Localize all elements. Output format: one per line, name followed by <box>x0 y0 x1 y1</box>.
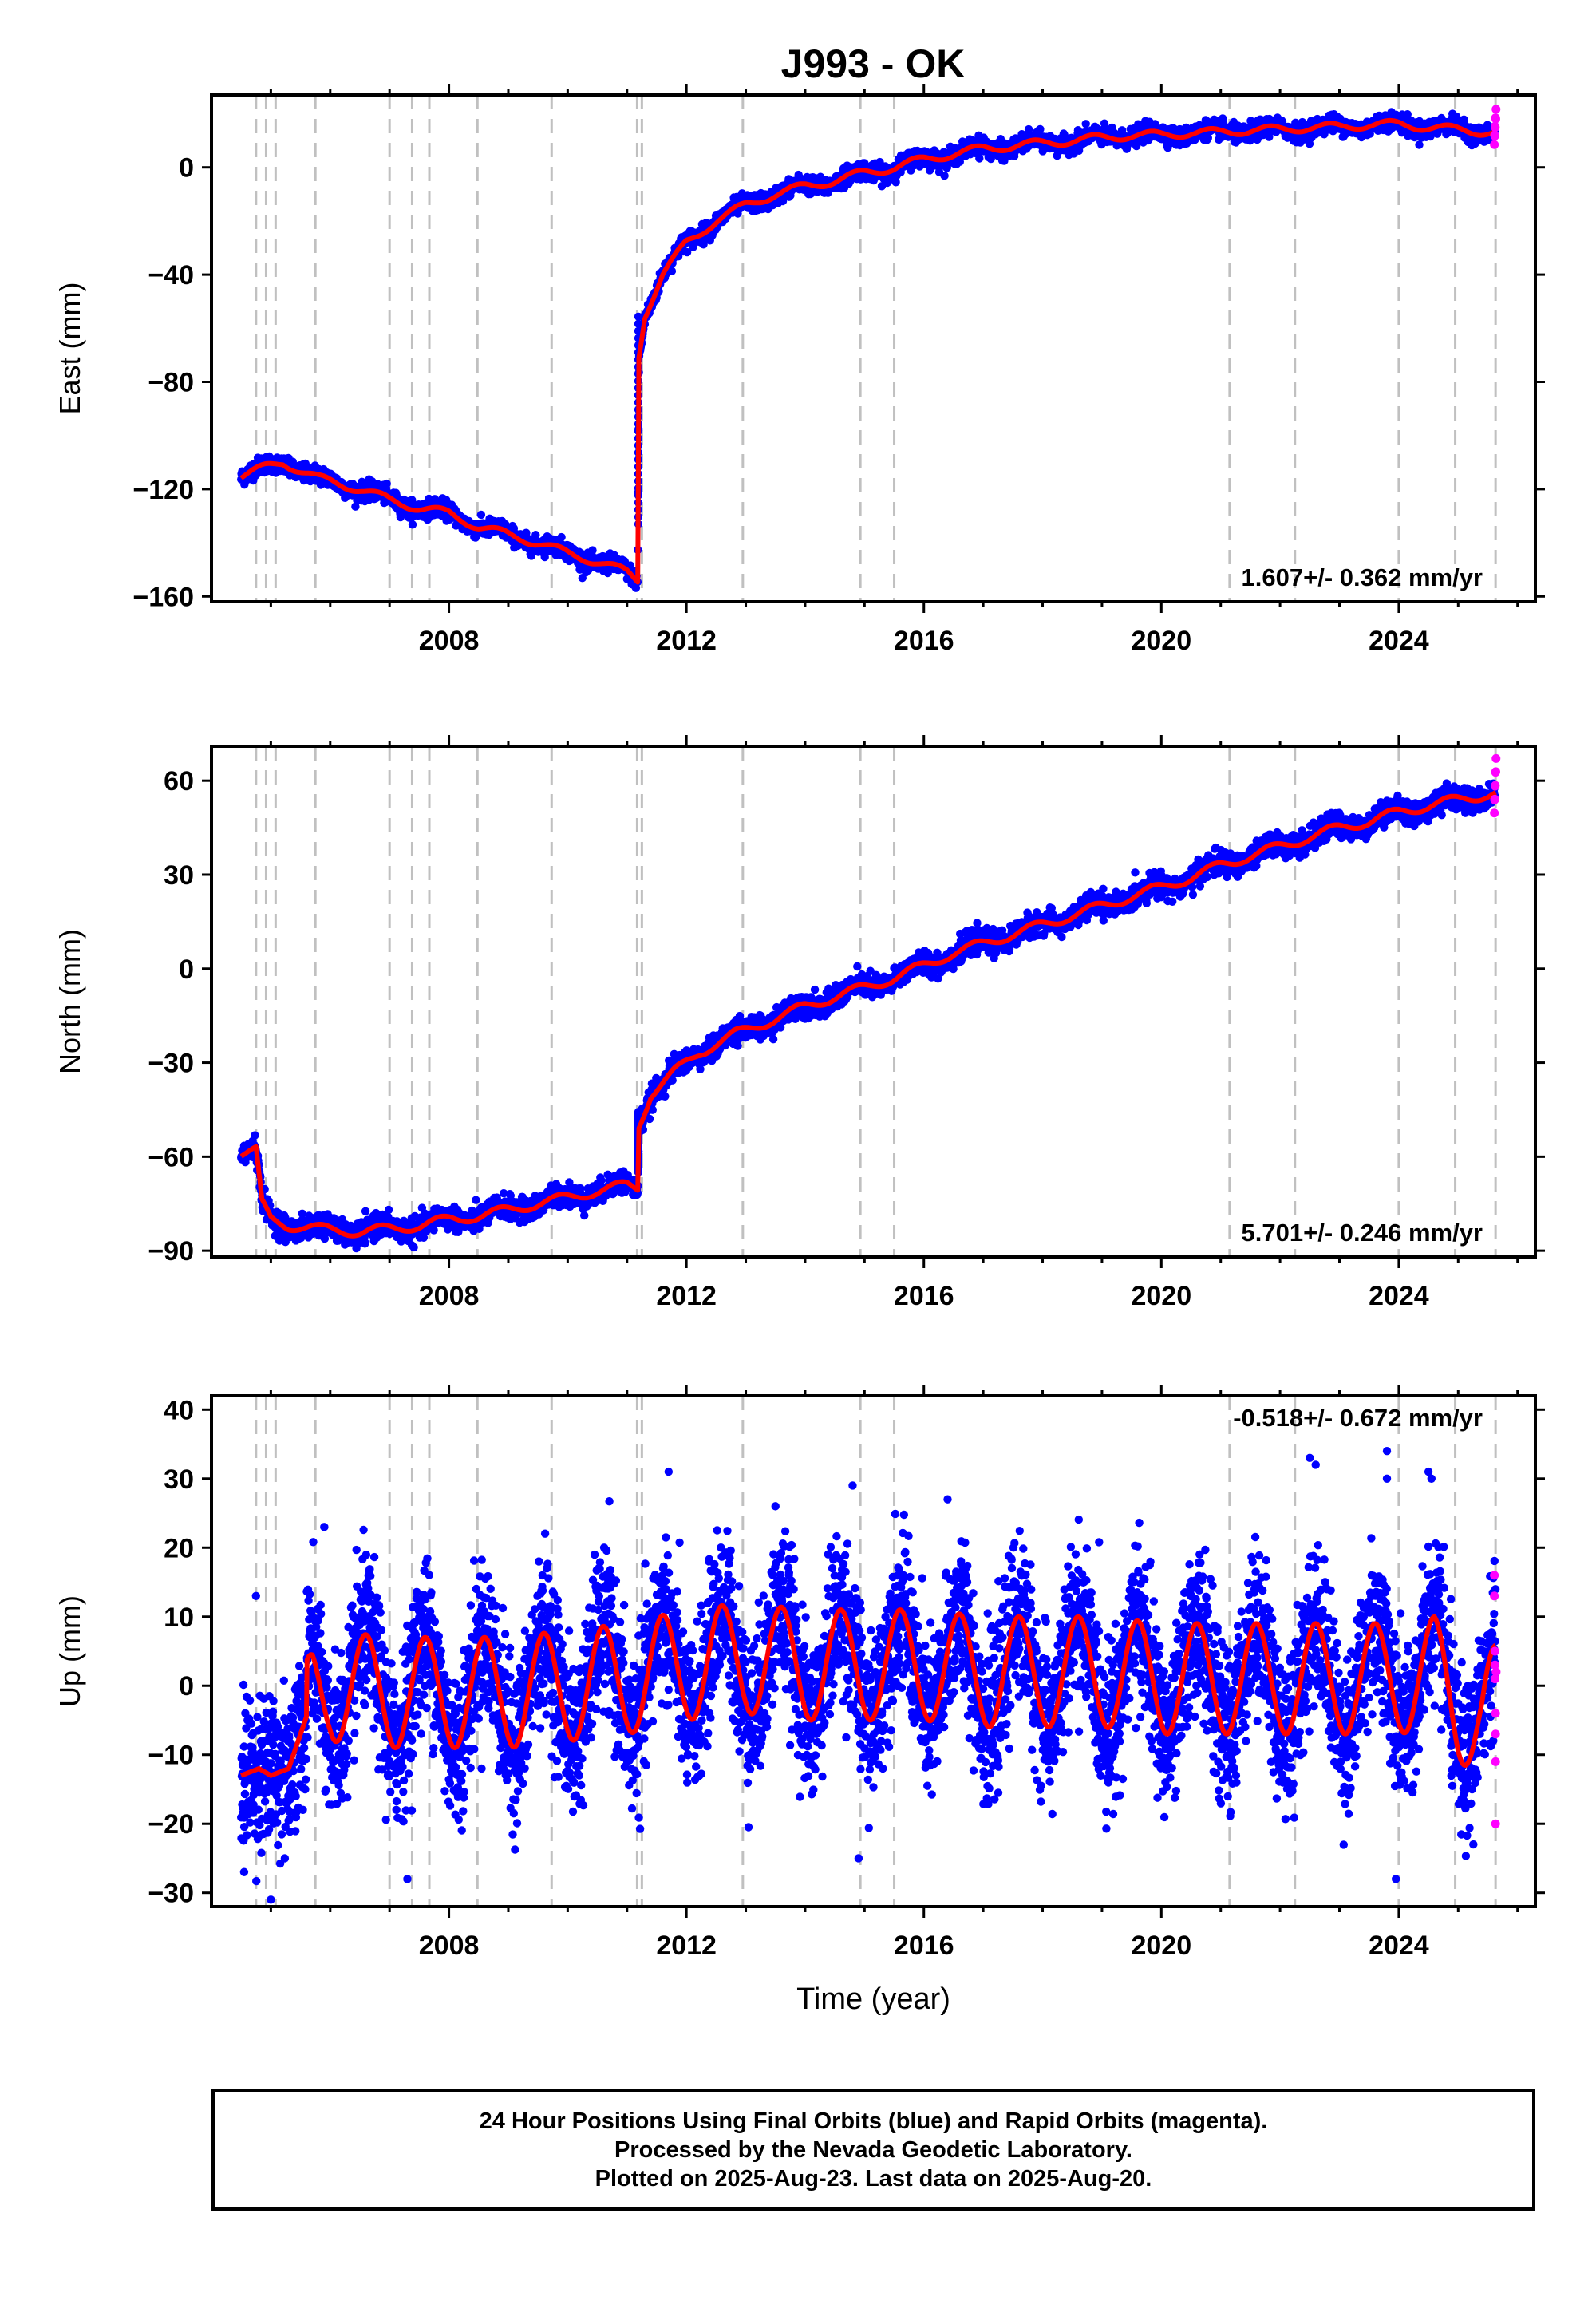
panels: 0 −40 −80 −120 −160 2008 2012 2016 2020 2024 East … <box>53 84 1545 2016</box>
east-y-axis-label: East (mm) <box>53 283 86 415</box>
data-point <box>472 1196 480 1204</box>
x-tick-label: 2008 <box>419 626 480 656</box>
x-tick-label: 2024 <box>1369 626 1429 656</box>
data-point <box>384 1205 393 1215</box>
y-tick-label: −120 <box>132 475 194 505</box>
rapid-point <box>1491 105 1501 114</box>
y-tick-label: −80 <box>148 367 194 397</box>
data-point <box>1036 124 1045 134</box>
y-tick-label: 0 <box>179 153 194 184</box>
data-point <box>361 1207 370 1216</box>
y-tick-label: −40 <box>148 260 194 290</box>
y-tick-label: −160 <box>132 582 194 612</box>
rapid-point <box>1491 114 1500 124</box>
data-point <box>251 1131 259 1140</box>
panel-east: 0 −40 −80 −120 −160 2008 2012 2016 2020 2024 East … <box>53 84 1545 656</box>
data-point <box>361 1239 369 1247</box>
rapid-point <box>1490 140 1499 149</box>
rapid-point <box>1491 123 1500 132</box>
data-point <box>1415 140 1424 149</box>
rapid-point <box>1490 131 1499 140</box>
east-final-points <box>237 108 1500 592</box>
x-tick-label: 2020 <box>1131 626 1191 656</box>
x-tick-label: 2012 <box>656 626 717 656</box>
north-final-points <box>237 779 1500 1253</box>
data-point <box>557 532 566 542</box>
data-point <box>588 546 597 555</box>
east-rate-label: 1.607+/- 0.362 mm/yr <box>1242 563 1483 591</box>
data-point <box>409 1243 418 1252</box>
data-point <box>382 479 391 488</box>
x-tick-label: 2016 <box>894 626 954 656</box>
data-point <box>476 510 486 520</box>
data-point <box>940 172 949 180</box>
data-point <box>527 551 536 560</box>
data-point <box>975 154 984 163</box>
data-point <box>1081 120 1090 128</box>
chart-title: J993 - OK <box>781 41 966 86</box>
data-point <box>408 520 417 529</box>
